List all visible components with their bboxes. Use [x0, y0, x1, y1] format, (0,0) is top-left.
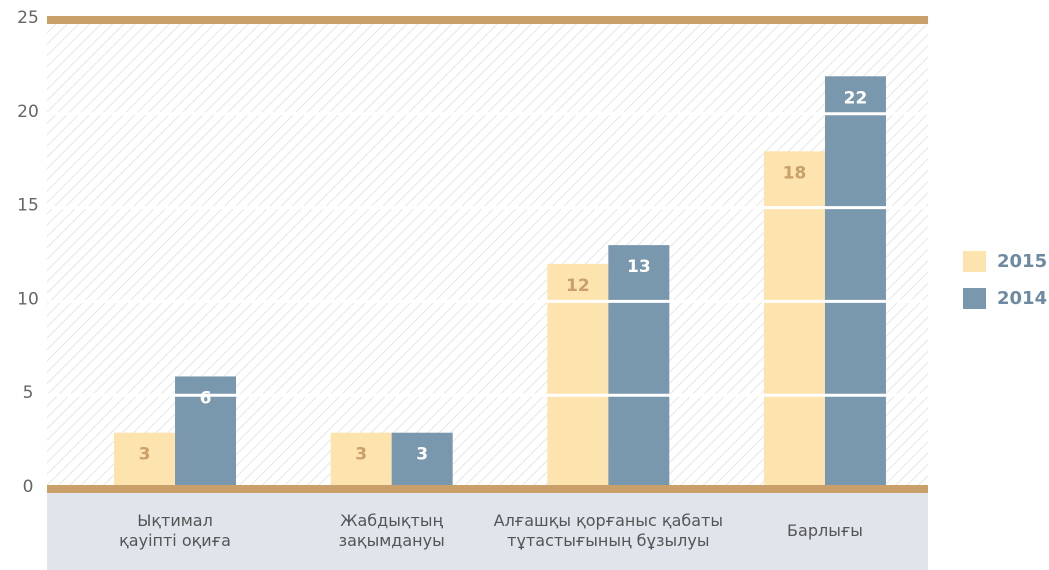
bar [391, 432, 453, 489]
bar [824, 76, 886, 489]
x-tick-label: Жабдықтың зақымдануы [339, 511, 445, 550]
legend-swatch [963, 288, 986, 309]
data-label: 22 [844, 88, 868, 108]
data-label: 6 [200, 388, 212, 408]
bar [114, 432, 176, 489]
y-tick-label: 0 [23, 477, 34, 497]
data-label: 13 [627, 257, 651, 277]
bar [608, 245, 670, 489]
data-label: 3 [139, 445, 151, 465]
y-tick-label: 10 [17, 289, 39, 309]
data-label: 3 [355, 445, 367, 465]
legend-label: 2015 [997, 251, 1047, 272]
bar [330, 432, 392, 489]
y-tick-label: 25 [17, 8, 39, 28]
legend-label: 2014 [997, 288, 1047, 309]
data-label: 3 [416, 445, 428, 465]
x-tick-label: Барлығы [787, 521, 863, 540]
bar [763, 151, 825, 489]
y-tick-label: 15 [17, 196, 39, 216]
category-band [47, 493, 928, 570]
y-tick-label: 20 [17, 102, 39, 122]
data-label: 12 [566, 276, 590, 296]
legend-swatch [963, 251, 986, 272]
x-tick-label: Алғашқы қорғаныс қабаты тұтастығының бұзы… [494, 511, 723, 550]
y-tick-label: 5 [23, 383, 34, 403]
data-label: 18 [783, 163, 807, 183]
x-tick-label: Ықтимал қауіпті оқиға [119, 511, 231, 550]
bar [547, 263, 609, 489]
